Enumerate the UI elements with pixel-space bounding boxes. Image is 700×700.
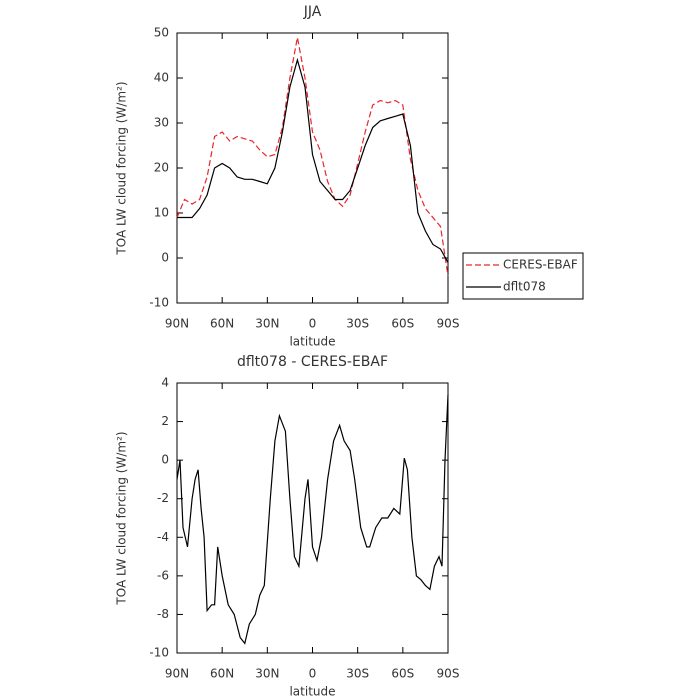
- x-tick-label: 60S: [391, 317, 414, 331]
- x-tick-label: 30N: [255, 667, 279, 681]
- y-tick-label: -6: [157, 568, 169, 582]
- plot-frame: [176, 382, 449, 654]
- y-axis-label: TOA LW cloud forcing (W/m²): [115, 431, 129, 605]
- y-tick-label: 40: [154, 71, 169, 85]
- x-tick-label: 60N: [210, 667, 234, 681]
- x-tick-label: 30S: [346, 667, 369, 681]
- x-tick-label: 60N: [210, 317, 234, 331]
- legend-label: dflt078: [503, 280, 546, 294]
- y-tick-label: -10: [149, 296, 169, 310]
- chart-title: dflt078 - CERES-EBAF: [237, 354, 388, 370]
- plot-frame: [176, 32, 449, 304]
- y-tick-label: 4: [161, 376, 169, 390]
- data-line: [176, 37, 449, 277]
- y-tick-label: -8: [157, 607, 169, 621]
- y-tick-label: -4: [157, 530, 169, 544]
- x-axis-label: latitude: [289, 685, 335, 699]
- data-line: [176, 394, 449, 645]
- y-tick-label: 20: [154, 161, 169, 175]
- y-tick-label: 0: [161, 453, 169, 467]
- x-tick-label: 30N: [255, 317, 279, 331]
- x-tick-label: 90S: [437, 667, 460, 681]
- chart-title: JJA: [303, 4, 322, 20]
- x-tick-label: 90S: [437, 317, 460, 331]
- x-tick-label: 90N: [165, 317, 189, 331]
- y-tick-label: 50: [154, 26, 169, 40]
- legend-box: [462, 252, 584, 300]
- legend-label: CERES-EBAF: [503, 258, 578, 272]
- y-tick-label: -10: [149, 646, 169, 660]
- x-tick-label: 0: [309, 317, 317, 331]
- y-tick-label: 10: [154, 206, 169, 220]
- y-axis-label: TOA LW cloud forcing (W/m²): [115, 81, 129, 255]
- y-tick-label: 30: [154, 116, 169, 130]
- x-tick-label: 60S: [391, 667, 414, 681]
- y-tick-label: 0: [161, 251, 169, 265]
- y-tick-label: 2: [161, 414, 169, 428]
- x-tick-label: 0: [309, 667, 317, 681]
- x-tick-label: 90N: [165, 667, 189, 681]
- x-axis-label: latitude: [289, 335, 335, 349]
- data-line: [177, 57, 449, 263]
- x-tick-label: 30S: [346, 317, 369, 331]
- y-tick-label: -2: [157, 491, 169, 505]
